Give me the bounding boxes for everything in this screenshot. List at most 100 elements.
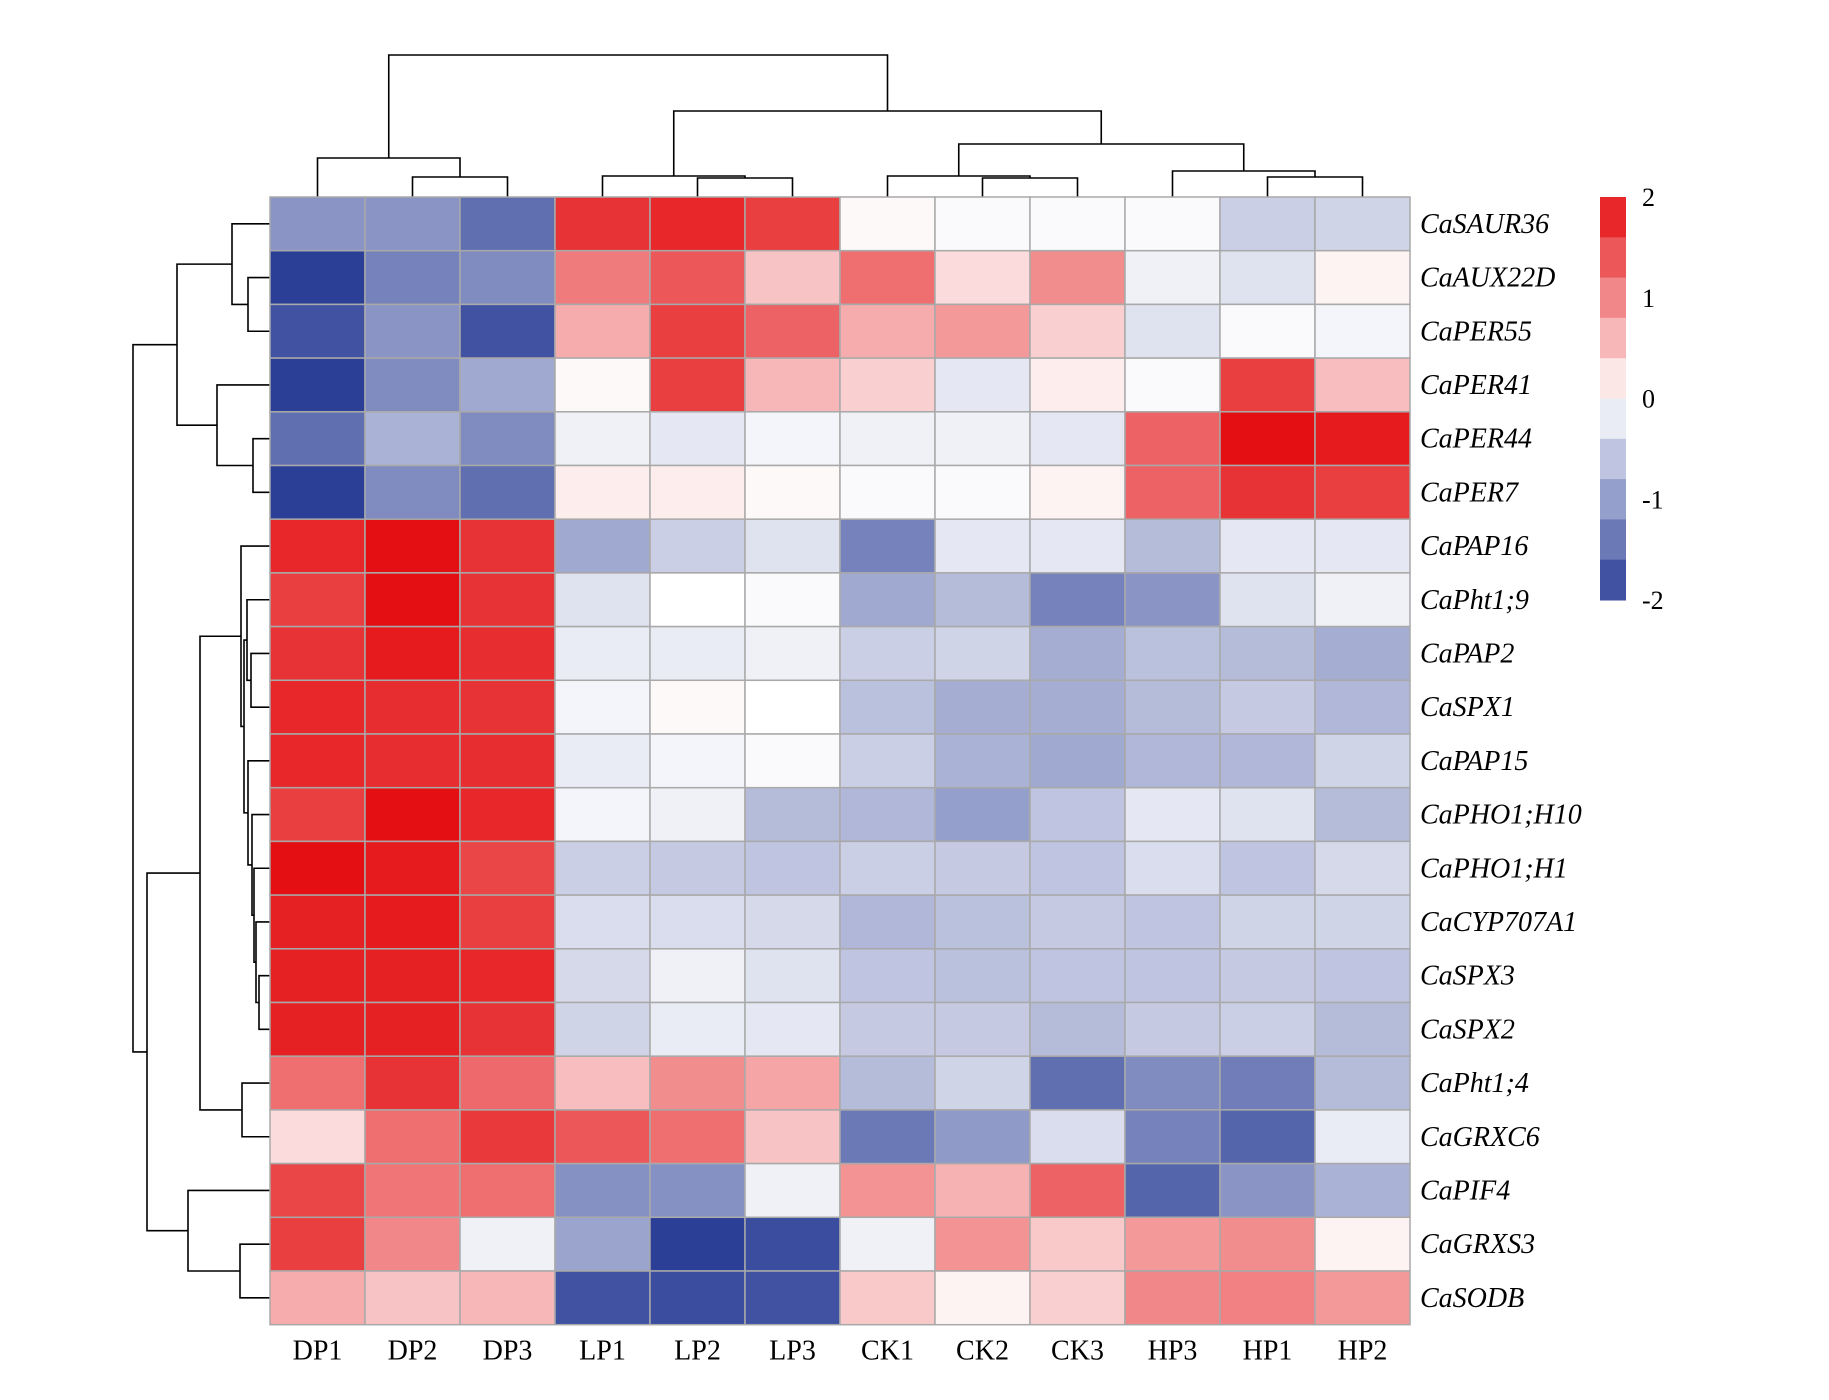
heatmap-cell xyxy=(459,303,556,359)
heatmap-cell xyxy=(459,572,556,628)
legend-tick-label: -1 xyxy=(1642,485,1664,514)
heatmap-cell xyxy=(1029,196,1126,252)
heatmap-cell xyxy=(839,1109,936,1165)
heatmap-cell xyxy=(1219,1216,1316,1272)
dendrogram-branch xyxy=(247,276,270,333)
heatmap-cell xyxy=(459,518,556,574)
heatmap-cell xyxy=(364,249,461,306)
heatmap-cell xyxy=(649,357,746,413)
row-label: CaPER7 xyxy=(1420,477,1519,508)
heatmap-cell xyxy=(934,1109,1031,1165)
heatmap-cell xyxy=(554,303,651,359)
legend-swatch xyxy=(1600,197,1626,238)
heatmap-cell xyxy=(1219,894,1316,950)
row-label: CaPHO1;H10 xyxy=(1420,800,1582,831)
heatmap-cell xyxy=(459,948,556,1004)
heatmap-cell xyxy=(744,625,841,682)
heatmap-cell xyxy=(269,1055,366,1111)
heatmap-cell xyxy=(744,1270,841,1326)
heatmap-cell xyxy=(934,786,1031,843)
heatmap-cell xyxy=(744,1216,841,1272)
heatmap-cell xyxy=(839,894,936,950)
heatmap-cell xyxy=(934,249,1031,306)
heatmap-cell xyxy=(649,303,746,359)
dendrogram-branch xyxy=(1171,170,1316,197)
heatmap-cell xyxy=(1219,1270,1316,1326)
heatmap-cell xyxy=(364,679,461,735)
heatmap-cell xyxy=(1029,948,1126,1004)
heatmap-cell xyxy=(744,249,841,306)
legend-tick-label: -2 xyxy=(1642,586,1664,615)
heatmap-cell xyxy=(269,948,366,1004)
heatmap-cell xyxy=(1314,1001,1411,1057)
heatmap-cell xyxy=(1219,572,1316,628)
dendrogram-branch xyxy=(240,545,270,728)
heatmap-cell xyxy=(364,1270,461,1326)
heatmap-cell xyxy=(554,894,651,950)
heatmap-cell xyxy=(554,249,651,306)
heatmap-cell xyxy=(1029,625,1126,682)
heatmap-cell xyxy=(1124,948,1221,1004)
row-label: CaPER44 xyxy=(1420,424,1532,455)
heatmap-cell xyxy=(1029,303,1126,359)
heatmap-cell xyxy=(1314,1109,1411,1165)
heatmap-cell xyxy=(269,1270,366,1326)
heatmap-cell xyxy=(364,1162,461,1219)
heatmap-cell xyxy=(554,464,651,520)
heatmap-cell xyxy=(364,303,461,359)
legend-tick-label: 2 xyxy=(1642,183,1655,212)
column-label: CK2 xyxy=(956,1336,1009,1367)
heatmap-cell xyxy=(554,1109,651,1165)
heatmap-cell xyxy=(744,196,841,252)
heatmap-cell xyxy=(649,572,746,628)
legend-tick-label: 0 xyxy=(1642,385,1655,414)
heatmap-cell xyxy=(269,303,366,359)
heatmap-cell xyxy=(1029,572,1126,628)
heatmap-cell xyxy=(649,1109,746,1165)
row-dendrogram xyxy=(132,223,270,1299)
heatmap-cell xyxy=(364,357,461,413)
row-label: CaGRXS3 xyxy=(1420,1229,1535,1260)
heatmap-cell xyxy=(1124,1216,1221,1272)
legend-swatch xyxy=(1600,398,1626,440)
row-label: CaPAP2 xyxy=(1420,638,1514,669)
heatmap-grid xyxy=(269,196,1411,1326)
heatmap-cell xyxy=(744,411,841,467)
heatmap-cell xyxy=(839,464,936,520)
heatmap-cell xyxy=(269,894,366,950)
heatmap-cell xyxy=(934,733,1031,789)
heatmap-cell xyxy=(1314,786,1411,843)
heatmap-cell xyxy=(649,249,746,306)
legend-swatch xyxy=(1600,237,1626,279)
heatmap-cell xyxy=(649,948,746,1004)
row-label: CaPAP16 xyxy=(1420,531,1528,562)
heatmap-cell xyxy=(269,249,366,306)
heatmap-cell xyxy=(364,1055,461,1111)
heatmap-cell xyxy=(1314,1055,1411,1111)
heatmap-cell xyxy=(1124,679,1221,735)
heatmap-cell xyxy=(839,733,936,789)
heatmap-cell xyxy=(1314,679,1411,735)
heatmap-cell xyxy=(554,196,651,252)
heatmap-cell xyxy=(1314,249,1411,306)
row-label: CaPIF4 xyxy=(1420,1175,1510,1206)
column-label: DP3 xyxy=(483,1336,533,1367)
heatmap-cell xyxy=(1124,196,1221,252)
heatmap-cell xyxy=(1219,733,1316,789)
heatmap-cell xyxy=(1314,464,1411,520)
dendrogram-branch xyxy=(241,1082,270,1138)
heatmap-cell xyxy=(554,948,651,1004)
heatmap-cell xyxy=(459,196,556,252)
legend-swatch xyxy=(1600,438,1626,480)
heatmap-cell xyxy=(649,1270,746,1326)
heatmap-cell xyxy=(269,1162,366,1219)
heatmap-cell xyxy=(1314,625,1411,682)
heatmap-cell xyxy=(269,464,366,520)
column-label: DP1 xyxy=(293,1336,343,1367)
heatmap-cell xyxy=(1124,249,1221,306)
dendrogram-branch xyxy=(176,263,232,427)
heatmap-cell xyxy=(269,786,366,843)
heatmap-cell xyxy=(554,679,651,735)
heatmap-cell xyxy=(459,1109,556,1165)
heatmap-cell xyxy=(1314,1216,1411,1272)
